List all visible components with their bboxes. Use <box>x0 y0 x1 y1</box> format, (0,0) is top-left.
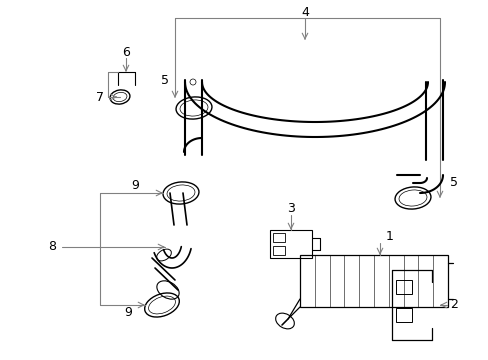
Bar <box>395 280 411 294</box>
Text: 7: 7 <box>96 90 104 104</box>
Bar <box>272 233 285 242</box>
Bar <box>299 255 447 307</box>
Text: 8: 8 <box>48 240 56 253</box>
Text: 9: 9 <box>124 306 132 320</box>
Text: 9: 9 <box>131 179 139 192</box>
Text: 5: 5 <box>161 73 169 86</box>
Bar <box>395 308 411 322</box>
Text: 2: 2 <box>449 298 457 311</box>
Bar <box>269 230 311 258</box>
Text: 6: 6 <box>122 45 130 59</box>
Text: 3: 3 <box>286 202 294 215</box>
Bar <box>272 246 285 255</box>
Text: 4: 4 <box>301 5 308 18</box>
Text: 5: 5 <box>449 176 457 189</box>
Text: 1: 1 <box>385 230 393 243</box>
